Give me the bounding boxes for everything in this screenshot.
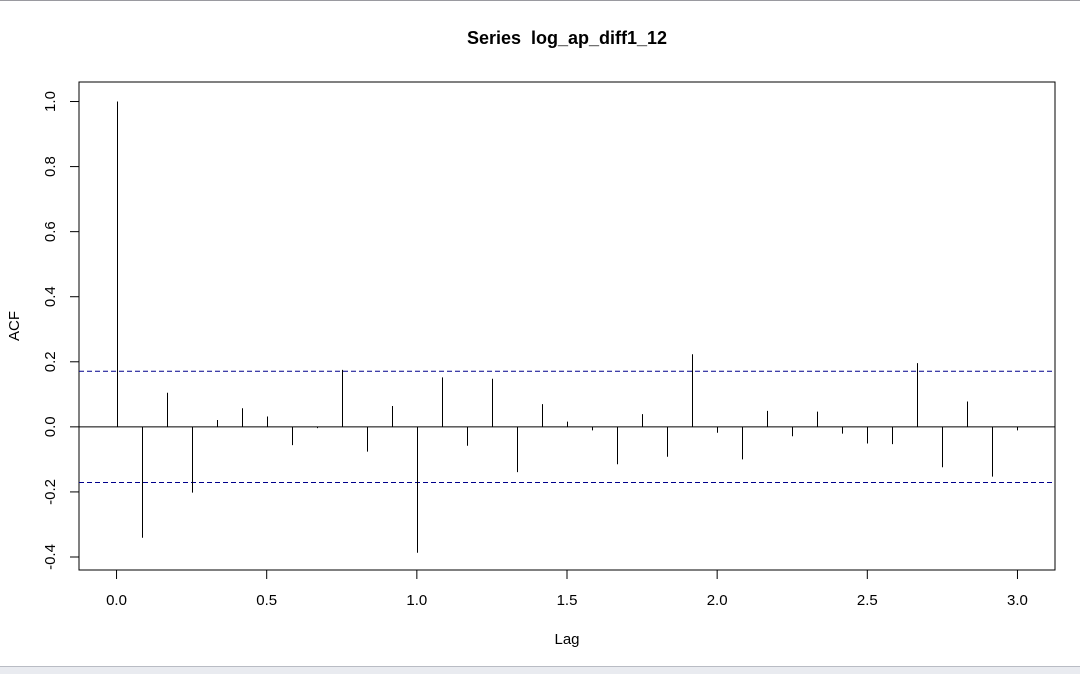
y-tick-label: -0.4 — [42, 544, 59, 570]
x-axis-label: Lag — [554, 631, 579, 648]
y-tick-label: 0.0 — [42, 416, 59, 437]
y-tick-label: 0.8 — [42, 156, 59, 177]
acf-bars — [117, 101, 1018, 553]
y-axis-label: ACF — [6, 311, 23, 341]
y-axis: -0.4 -0.2 0.0 0.2 0.4 0.6 0.8 1.0 — [42, 91, 80, 570]
y-tick-label: 0.6 — [42, 221, 59, 242]
x-tick-label: 3.0 — [1007, 592, 1028, 609]
x-tick-label: 2.5 — [857, 592, 878, 609]
x-axis: 0.0 0.5 1.0 1.5 2.0 2.5 3.0 — [106, 569, 1028, 609]
x-tick-label: 0.0 — [106, 592, 127, 609]
x-tick-label: 1.0 — [406, 592, 427, 609]
window-bottom-edge — [0, 666, 1080, 674]
y-tick-label: 0.4 — [42, 286, 59, 307]
confidence-lines — [79, 370, 1055, 483]
x-tick-label: 2.0 — [707, 592, 728, 609]
y-tick-label: 1.0 — [42, 91, 59, 112]
chart-title: Series log_ap_diff1_12 — [467, 28, 667, 48]
y-tick-label: -0.2 — [42, 479, 59, 505]
x-tick-label: 1.5 — [557, 592, 578, 609]
y-tick-label: 0.2 — [42, 351, 59, 372]
plot-frame — [78, 81, 1056, 571]
x-tick-label: 0.5 — [256, 592, 277, 609]
